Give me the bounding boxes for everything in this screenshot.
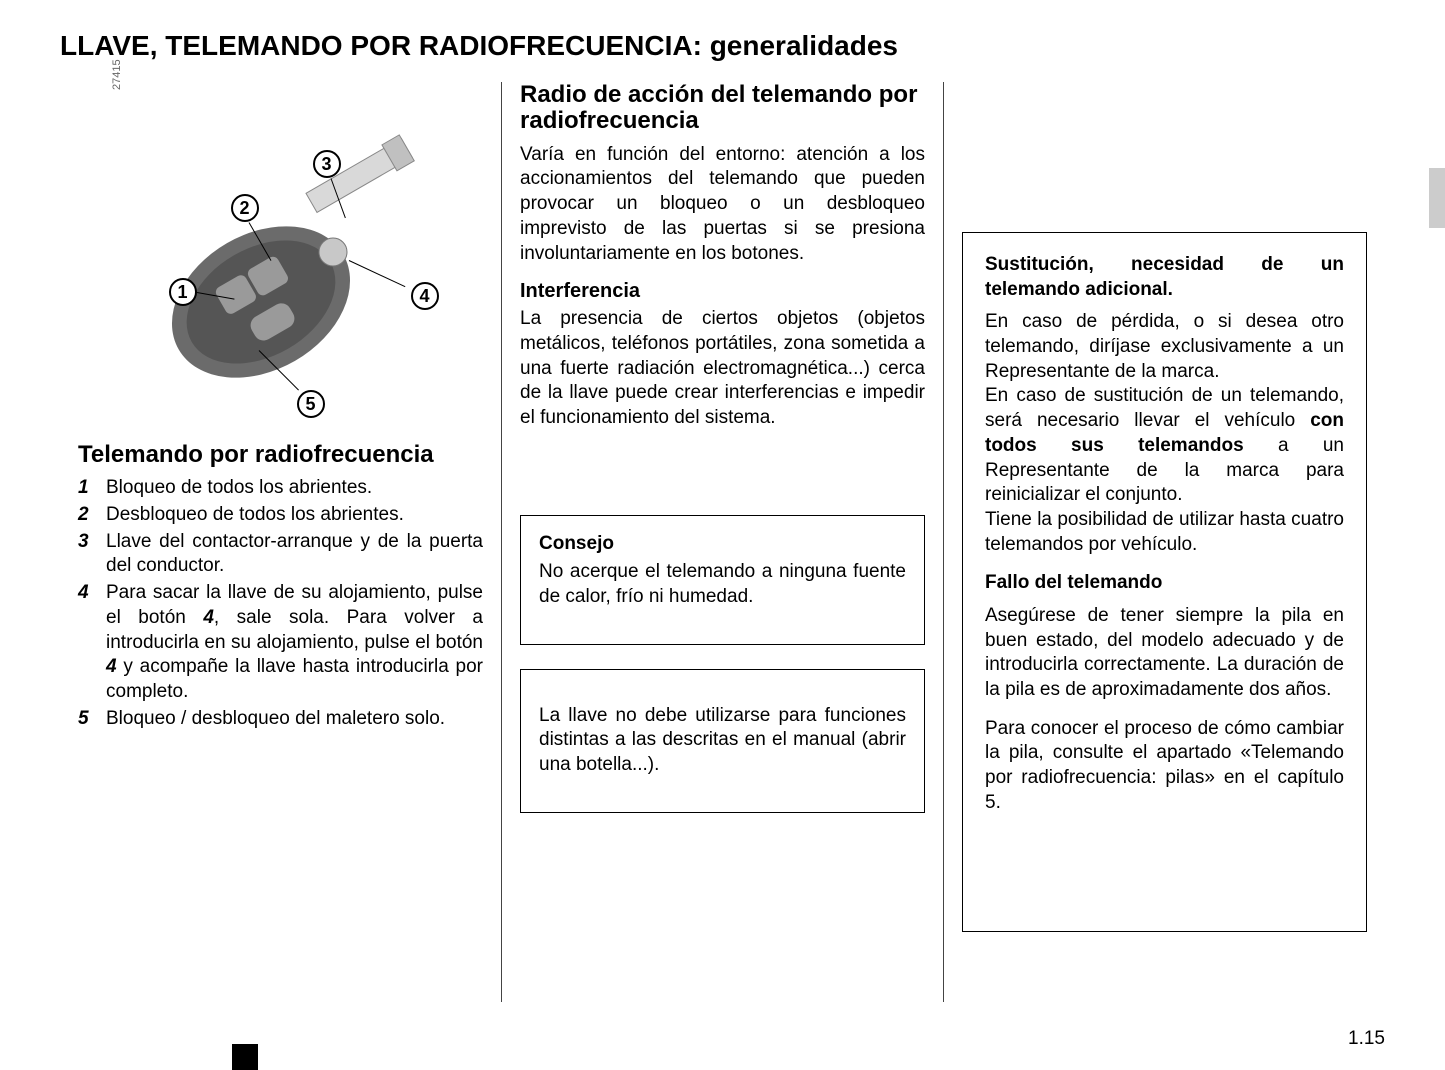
s2-p2: Para conocer el proceso de cómo cambiar … xyxy=(985,717,1344,816)
list-item: 3 Llave del contactor-arranque y de la p… xyxy=(78,530,483,579)
key-figure: 27415 xyxy=(111,82,451,422)
list-num: 1 xyxy=(78,476,106,501)
list-text: Para sacar la llave de su alojamiento, p… xyxy=(106,581,483,704)
list-item: 2 Desbloqueo de todos los abrientes. xyxy=(78,503,483,528)
s1-p1: En caso de pérdida, o si desea otro tele… xyxy=(985,310,1344,557)
s2-title: Fallo del telemando xyxy=(985,571,1344,596)
col2-heading: Radio de acción del telemando por radiof… xyxy=(520,82,925,135)
black-tab xyxy=(232,1044,258,1070)
figure-number: 27415 xyxy=(111,59,123,90)
list-num: 3 xyxy=(78,530,106,579)
list-text: Bloqueo de todos los abrientes. xyxy=(106,476,483,501)
list-text: Llave del contactor-arranque y de la pue… xyxy=(106,530,483,579)
column-2: Radio de acción del telemando por radiof… xyxy=(502,82,944,1002)
callout-3: 3 xyxy=(313,150,341,178)
list-text: Desbloqueo de todos los abrientes. xyxy=(106,503,483,528)
info-box: Sustitución, necesidad de un telemando a… xyxy=(962,232,1367,932)
page-number: 1.15 xyxy=(1348,1028,1385,1050)
edge-tab xyxy=(1429,168,1445,228)
list-num: 4 xyxy=(78,581,106,704)
list-item: 1 Bloqueo de todos los abrientes. xyxy=(78,476,483,501)
col2-p1: Varía en función del entorno: atención a… xyxy=(520,143,925,266)
warning-box: La llave no debe utilizarse para funcion… xyxy=(520,669,925,813)
col2-sub1-text: La presencia de ciertos objetos (objetos… xyxy=(520,307,925,430)
column-1: 27415 xyxy=(60,82,502,1002)
col2-sub1-title: Interferencia xyxy=(520,280,925,303)
callout-4: 4 xyxy=(411,282,439,310)
column-3: Sustitución, necesidad de un telemando a… xyxy=(944,82,1385,1002)
callout-2: 2 xyxy=(231,194,259,222)
col1-list: 1 Bloqueo de todos los abrientes. 2 Desb… xyxy=(78,476,483,731)
page: LLAVE, TELEMANDO POR RADIOFRECUENCIA: ge… xyxy=(0,0,1445,1070)
list-item: 5 Bloqueo / desbloqueo del maletero solo… xyxy=(78,707,483,732)
list-num: 2 xyxy=(78,503,106,528)
list-item: 4 Para sacar la llave de su alojamiento,… xyxy=(78,581,483,704)
col1-heading: Telemando por radiofrecuencia xyxy=(78,442,483,468)
columns: 27415 xyxy=(60,82,1385,1002)
advice-box: Consejo No acerque el telemando a ningun… xyxy=(520,515,925,645)
callout-5: 5 xyxy=(297,390,325,418)
advice-title: Consejo xyxy=(539,532,906,557)
warning-text: La llave no debe utilizarse para funcion… xyxy=(539,704,906,778)
callout-1: 1 xyxy=(169,278,197,306)
advice-text: No acerque el telemando a ninguna fuente… xyxy=(539,560,906,609)
s2-p1: Asegúrese de tener siempre la pila en bu… xyxy=(985,604,1344,703)
list-text: Bloqueo / desbloqueo del maletero solo. xyxy=(106,707,483,732)
page-title: LLAVE, TELEMANDO POR RADIOFRECUENCIA: ge… xyxy=(60,30,1385,62)
s1-title: Sustitución, necesidad de un telemando a… xyxy=(985,253,1344,302)
list-num: 5 xyxy=(78,707,106,732)
